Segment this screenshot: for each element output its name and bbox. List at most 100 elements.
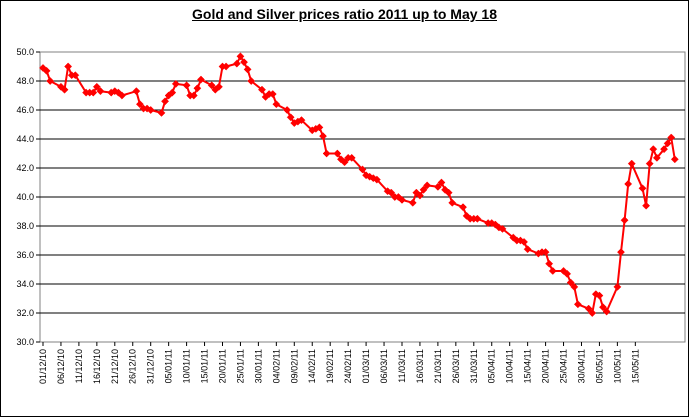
x-tick-label: 15/01/11 xyxy=(200,349,210,383)
x-tick-label: 05/01/11 xyxy=(164,349,174,383)
data-point xyxy=(161,97,170,106)
x-tick-label: 16/12/10 xyxy=(92,349,102,384)
data-point xyxy=(118,91,126,100)
data-point xyxy=(523,245,532,254)
data-point xyxy=(214,82,223,91)
data-point xyxy=(627,159,636,168)
x-tick-label: 01/03/11 xyxy=(361,349,371,383)
y-tick-label: 34.0 xyxy=(16,279,34,289)
data-point xyxy=(459,203,467,212)
data-point xyxy=(645,159,654,168)
data-point xyxy=(372,175,381,184)
data-point xyxy=(347,153,356,162)
data-point xyxy=(197,75,205,84)
data-point xyxy=(268,90,277,99)
data-point xyxy=(222,62,231,71)
y-tick-label: 46.0 xyxy=(16,105,34,115)
data-point xyxy=(652,153,661,162)
data-point xyxy=(559,266,568,275)
data-point xyxy=(667,133,676,142)
x-tick-label: 05/05/11 xyxy=(594,349,604,383)
data-point xyxy=(491,220,500,229)
x-tick-label: 20/04/11 xyxy=(541,349,551,383)
x-tick-label: 21/12/10 xyxy=(110,349,120,384)
data-point xyxy=(408,198,417,207)
data-point xyxy=(588,309,597,317)
x-tick-label: 10/04/11 xyxy=(505,349,515,383)
x-tick-label: 31/03/11 xyxy=(469,349,479,383)
data-point xyxy=(617,248,625,257)
data-point xyxy=(473,214,482,223)
x-tick-label: 01/12/10 xyxy=(38,349,48,384)
data-point xyxy=(520,237,528,246)
y-tick-label: 36.0 xyxy=(16,250,34,260)
data-point xyxy=(297,116,306,125)
x-axis: 01/12/10 06/12/10 11/12/10 16/12/10 21/12/10… xyxy=(38,342,640,384)
data-point xyxy=(570,282,579,291)
data-point xyxy=(92,82,101,91)
data-point xyxy=(232,59,241,68)
data-point xyxy=(566,278,575,287)
data-point xyxy=(441,185,450,194)
x-tick-label: 24/02/11 xyxy=(343,349,353,383)
data-point xyxy=(236,52,245,61)
data-point xyxy=(613,282,622,291)
data-point xyxy=(157,108,166,117)
y-tick-label: 42.0 xyxy=(16,163,34,173)
y-tick-label: 48.0 xyxy=(16,76,34,86)
x-tick-label: 30/04/11 xyxy=(576,349,586,383)
x-tick-label: 06/12/10 xyxy=(56,349,66,384)
data-point xyxy=(595,291,604,300)
data-point xyxy=(247,77,256,85)
data-point xyxy=(89,88,98,97)
data-point xyxy=(620,216,629,225)
data-point xyxy=(602,307,611,316)
data-point xyxy=(423,181,432,190)
data-point xyxy=(272,100,281,109)
data-point xyxy=(340,158,349,167)
data-point xyxy=(563,269,572,278)
data-point xyxy=(168,88,177,97)
x-tick-label: 31/12/10 xyxy=(146,349,156,384)
data-point xyxy=(545,259,554,268)
data-point xyxy=(419,185,428,194)
x-tick-label: 15/04/11 xyxy=(523,349,533,383)
data-point xyxy=(415,191,424,200)
data-point xyxy=(433,182,442,191)
data-point xyxy=(322,149,331,158)
x-tick-label: 25/04/11 xyxy=(559,349,569,383)
data-point xyxy=(638,184,647,193)
data-point xyxy=(649,145,658,154)
x-tick-label: 06/03/11 xyxy=(379,349,389,383)
y-axis: 30.0 32.0 34.0 36.0 38.0 40.0 42.0 44.0 46.0 48.0… xyxy=(16,47,40,347)
x-tick-label: 10/01/11 xyxy=(182,349,192,383)
data-point xyxy=(283,106,292,114)
x-tick-label: 19/02/11 xyxy=(325,349,335,383)
data-point xyxy=(286,113,295,122)
data-point xyxy=(46,77,55,85)
x-tick-label: 20/01/11 xyxy=(217,349,227,383)
data-point xyxy=(333,149,342,158)
data-point xyxy=(243,65,252,74)
data-point xyxy=(315,123,324,132)
x-tick-label: 21/03/11 xyxy=(433,349,443,383)
x-tick-label: 11/03/11 xyxy=(397,349,407,383)
data-point xyxy=(42,66,51,75)
data-point xyxy=(663,139,672,148)
data-point xyxy=(319,132,327,141)
data-point xyxy=(337,155,345,164)
data-point xyxy=(642,201,651,210)
data-point xyxy=(358,165,367,174)
x-tick-label: 15/05/11 xyxy=(630,349,640,383)
data-point xyxy=(541,248,550,257)
data-point xyxy=(498,224,507,233)
x-tick-label: 26/12/10 xyxy=(128,349,138,384)
y-tick-label: 30.0 xyxy=(16,337,34,347)
x-tick-label: 09/02/11 xyxy=(289,349,299,383)
series-layer xyxy=(39,52,679,317)
x-tick-label: 10/05/11 xyxy=(612,349,622,383)
data-point xyxy=(444,188,453,197)
y-tick-label: 44.0 xyxy=(16,134,34,144)
data-point xyxy=(509,233,518,242)
